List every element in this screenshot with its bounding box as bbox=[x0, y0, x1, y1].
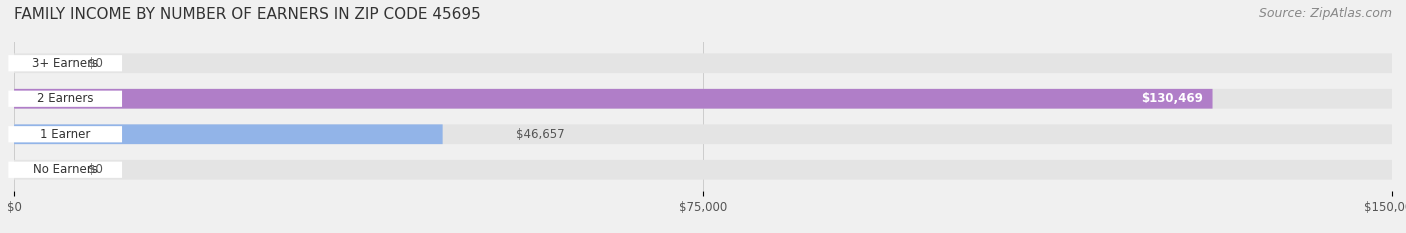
FancyBboxPatch shape bbox=[14, 89, 1212, 109]
Text: $46,657: $46,657 bbox=[516, 128, 565, 141]
FancyBboxPatch shape bbox=[14, 89, 1392, 109]
Text: $0: $0 bbox=[87, 163, 103, 176]
Text: 2 Earners: 2 Earners bbox=[37, 92, 93, 105]
Text: Source: ZipAtlas.com: Source: ZipAtlas.com bbox=[1258, 7, 1392, 20]
Text: FAMILY INCOME BY NUMBER OF EARNERS IN ZIP CODE 45695: FAMILY INCOME BY NUMBER OF EARNERS IN ZI… bbox=[14, 7, 481, 22]
FancyBboxPatch shape bbox=[8, 91, 122, 107]
FancyBboxPatch shape bbox=[8, 55, 122, 71]
FancyBboxPatch shape bbox=[14, 160, 1392, 180]
Text: $0: $0 bbox=[87, 57, 103, 70]
Text: $130,469: $130,469 bbox=[1142, 92, 1204, 105]
FancyBboxPatch shape bbox=[14, 53, 1392, 73]
FancyBboxPatch shape bbox=[8, 126, 122, 142]
FancyBboxPatch shape bbox=[14, 124, 443, 144]
Text: 1 Earner: 1 Earner bbox=[39, 128, 90, 141]
FancyBboxPatch shape bbox=[8, 162, 122, 178]
Text: 3+ Earners: 3+ Earners bbox=[32, 57, 98, 70]
Text: No Earners: No Earners bbox=[32, 163, 97, 176]
FancyBboxPatch shape bbox=[14, 124, 1392, 144]
